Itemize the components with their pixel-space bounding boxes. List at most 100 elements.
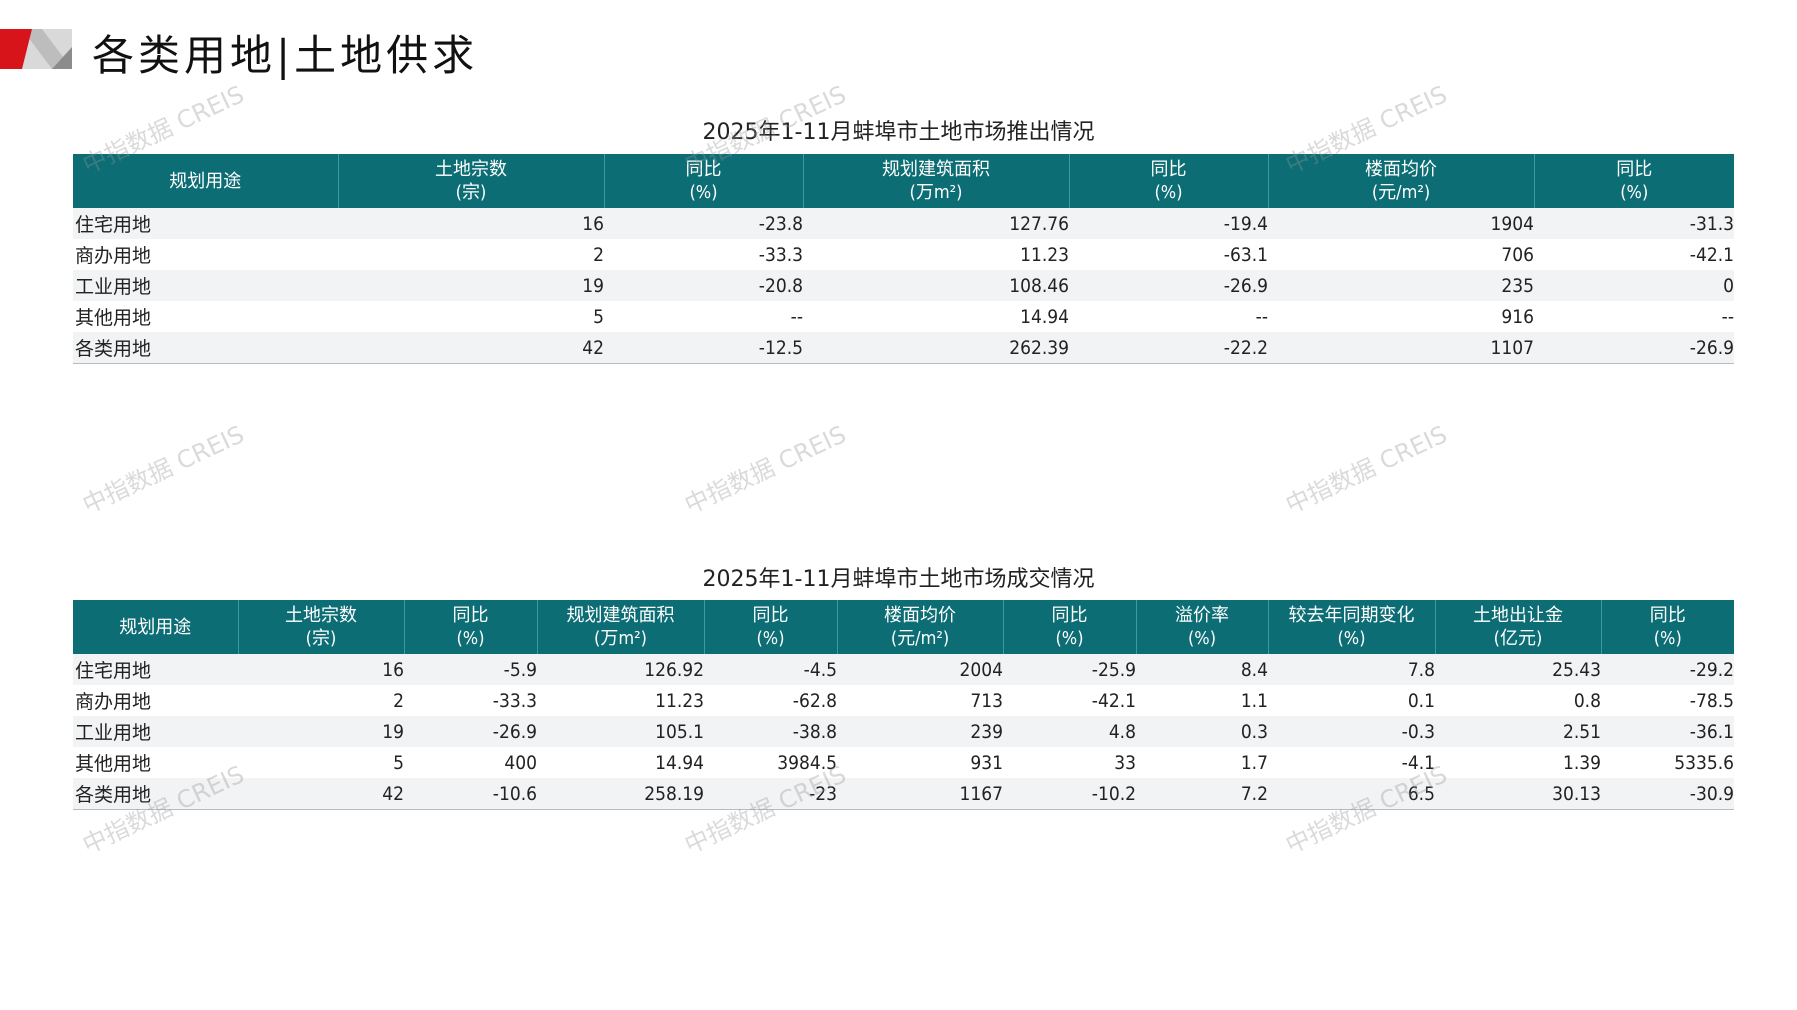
column-header-unit: (宗)	[305, 628, 337, 649]
table-cell: 5335.6	[1674, 751, 1734, 774]
table-cell: 931	[970, 751, 1003, 774]
column-header: 楼面均价 (元/m²)	[836, 600, 1003, 654]
table-cell: 713	[970, 689, 1003, 712]
column-header-unit: (%)	[1337, 628, 1366, 649]
table-cell: 1167	[837, 778, 1003, 810]
table-cell: -30.9	[1601, 778, 1734, 810]
column-header-unit: (万m²)	[594, 628, 647, 649]
watermark: 中指数据 CREIS	[680, 420, 851, 520]
column-header: 规划用途	[73, 600, 238, 654]
column-header: 同比 (%)	[1600, 600, 1734, 654]
table-row: 住宅用地 16 -5.9 126.92 -4.5 2004 -25.9 8.4 7.8 25.43…	[73, 654, 1734, 685]
column-header-unit: (万m²)	[909, 182, 963, 203]
table-cell: -62.8	[792, 689, 837, 712]
column-header-label: 同比	[1649, 605, 1686, 626]
row-label: 工业用地	[73, 716, 238, 747]
table-cell: 0.1	[1407, 689, 1435, 712]
table-cell: 14.94	[1020, 305, 1069, 328]
column-header: 同比 (%)	[1068, 154, 1268, 208]
table-cell: 105.1	[537, 716, 704, 747]
row-label: 商办用地	[75, 245, 152, 267]
table-cell: 2	[393, 689, 404, 712]
column-header: 较去年同期变化 (%)	[1267, 600, 1435, 654]
column-header-label: 土地宗数	[285, 605, 357, 626]
column-header-label: 规划用途	[119, 616, 192, 638]
table-cell: 5	[593, 305, 604, 328]
table-row: 其他用地 5 400 14.94 3984.5 931 33 1.7 -4.1 1.39 5335.…	[73, 747, 1734, 778]
table-cell: 1.1	[1240, 689, 1268, 712]
table-cell: --	[790, 305, 803, 328]
column-header-label: 同比	[1616, 159, 1653, 180]
table-cell: 33	[1114, 751, 1136, 774]
table-cell: 706	[1501, 243, 1534, 266]
table-cell: --	[1255, 305, 1268, 328]
table-cell: 916	[1501, 305, 1534, 328]
table-cell: 16	[338, 208, 604, 239]
table-cell: 400	[504, 751, 537, 774]
column-header: 规划用途	[73, 154, 338, 208]
column-header-label: 规划建筑面积	[566, 605, 675, 626]
column-header: 土地宗数 (宗)	[337, 154, 604, 208]
table-cell: 262.39	[803, 332, 1069, 364]
column-header-label: 同比	[1150, 159, 1187, 180]
page-title: 各类用地|土地供求	[92, 31, 479, 80]
column-header-label: 同比	[685, 159, 722, 180]
column-header: 规划建筑面积 (万m²)	[802, 154, 1069, 208]
table-cell: 239	[837, 716, 1003, 747]
column-header-unit: (元/m²)	[1371, 182, 1431, 203]
column-header: 同比 (%)	[1533, 154, 1734, 208]
table-cell: 30.13	[1435, 778, 1601, 810]
column-header: 溢价率 (%)	[1135, 600, 1268, 654]
table-cell: -20.8	[604, 270, 803, 301]
table-cell: 0.3	[1136, 716, 1268, 747]
watermark: 中指数据 CREIS	[1281, 420, 1452, 520]
row-label: 住宅用地	[73, 654, 238, 685]
table-cell: 3984.5	[777, 751, 837, 774]
column-header-unit: (%)	[1653, 628, 1682, 649]
land-transaction-table: 规划用途 土地宗数 (宗) 同比 (%) 规划建筑面积 (万m²) 同比 (%) 楼面均价 (元/m…	[73, 600, 1734, 810]
table-cell: 0.8	[1573, 689, 1601, 712]
table-cell: -36.1	[1601, 716, 1734, 747]
table-cell: -22.2	[1069, 332, 1268, 364]
table-cell: 25.43	[1435, 654, 1601, 685]
column-header-unit: (亿元)	[1493, 628, 1543, 649]
table-cell: -4.1	[1401, 751, 1435, 774]
column-header-unit: (%)	[1154, 182, 1183, 203]
table-cell: 19	[338, 270, 604, 301]
column-header: 土地出让金 (亿元)	[1434, 600, 1601, 654]
table-cell: 2	[593, 243, 604, 266]
table-cell: 11.23	[1020, 243, 1069, 266]
row-label: 其他用地	[75, 753, 152, 775]
table-cell: -26.9	[1069, 270, 1268, 301]
table-cell: 1.39	[1562, 751, 1601, 774]
table-cell: -0.3	[1268, 716, 1435, 747]
brand-logo-icon	[0, 29, 72, 69]
table-cell: 42	[338, 332, 604, 364]
table-cell: -78.5	[1689, 689, 1734, 712]
table-cell: 108.46	[803, 270, 1069, 301]
row-label: 商办用地	[75, 691, 152, 713]
column-header-unit: (元/m²)	[890, 628, 950, 649]
column-header-unit: (%)	[456, 628, 485, 649]
column-header-unit: (%)	[689, 182, 718, 203]
column-header-label: 楼面均价	[884, 605, 956, 626]
row-label: 住宅用地	[73, 208, 338, 239]
table-cell: -12.5	[604, 332, 803, 364]
table-cell: -4.5	[704, 654, 837, 685]
table-row: 各类用地 42 -12.5 262.39 -22.2 1107 -26.9	[73, 332, 1734, 364]
table-cell: -25.9	[1003, 654, 1136, 685]
table-cell: --	[1721, 305, 1734, 328]
table-cell: 5	[393, 751, 404, 774]
column-header-label: 土地出让金	[1473, 605, 1563, 626]
table-cell: 235	[1268, 270, 1534, 301]
column-header-unit: (%)	[756, 628, 785, 649]
table-cell: -10.2	[1003, 778, 1136, 810]
table-row: 工业用地 19 -20.8 108.46 -26.9 235 0	[73, 270, 1734, 301]
table-cell: 7.8	[1268, 654, 1435, 685]
table-cell: -63.1	[1223, 243, 1268, 266]
table-row: 商办用地 2 -33.3 11.23 -63.1 706 -42.1	[73, 239, 1734, 270]
column-header-unit: (宗)	[455, 182, 487, 203]
row-label: 各类用地	[73, 778, 238, 810]
table-cell: -31.3	[1534, 208, 1734, 239]
